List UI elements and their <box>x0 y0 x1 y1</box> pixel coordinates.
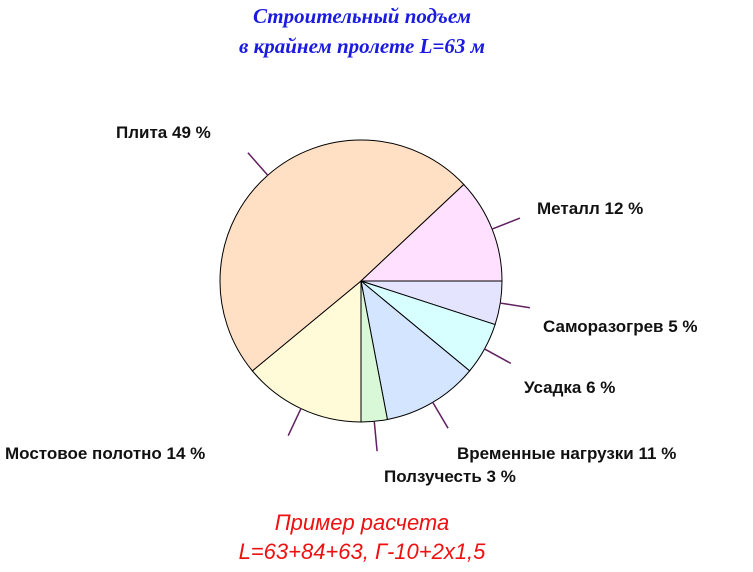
pie-slice <box>359 183 503 282</box>
chart-title: в крайнем пролете L=63 м <box>239 34 485 58</box>
pie-slice <box>251 279 362 423</box>
category-label: Временные нагрузки <box>457 444 634 463</box>
slice-label: Мостовое полотно 14 % <box>5 444 205 463</box>
category-label: Мостовое полотно <box>5 444 162 463</box>
leader-line <box>287 408 302 437</box>
chart-subtitle: Пример расчета <box>275 510 450 535</box>
category-label: Саморазогрев <box>543 317 664 336</box>
leader-line <box>500 302 531 309</box>
leader-line <box>491 217 521 230</box>
value-label: 49 % <box>172 123 211 142</box>
category-label: Усадка <box>524 378 582 397</box>
value-label: 3 % <box>487 467 516 486</box>
chart-subtitle: L=63+84+63, Г-10+2x1,5 <box>239 539 487 564</box>
leader-line <box>247 152 269 176</box>
leader-line <box>432 401 449 429</box>
category-label: Металл <box>537 199 600 218</box>
leader-line <box>484 348 512 365</box>
value-label: 14 % <box>167 444 206 463</box>
leader-line <box>373 421 378 452</box>
slice-label: Усадка 6 % <box>524 378 615 397</box>
value-label: 5 % <box>668 317 697 336</box>
slice-label: Ползучесть 3 % <box>384 467 516 486</box>
slice-label: Саморазогрев 5 % <box>543 317 698 336</box>
category-label: Ползучесть <box>384 467 482 486</box>
chart-title: Строительный подъем <box>253 4 471 28</box>
value-label: 6 % <box>586 378 615 397</box>
slice-label: Временные нагрузки 11 % <box>457 444 676 463</box>
category-label: Плита <box>116 123 168 142</box>
slice-label: Металл 12 % <box>537 199 643 218</box>
slice-label: Плита 49 % <box>116 123 211 142</box>
value-label: 11 % <box>639 444 677 463</box>
value-label: 12 % <box>605 199 644 218</box>
